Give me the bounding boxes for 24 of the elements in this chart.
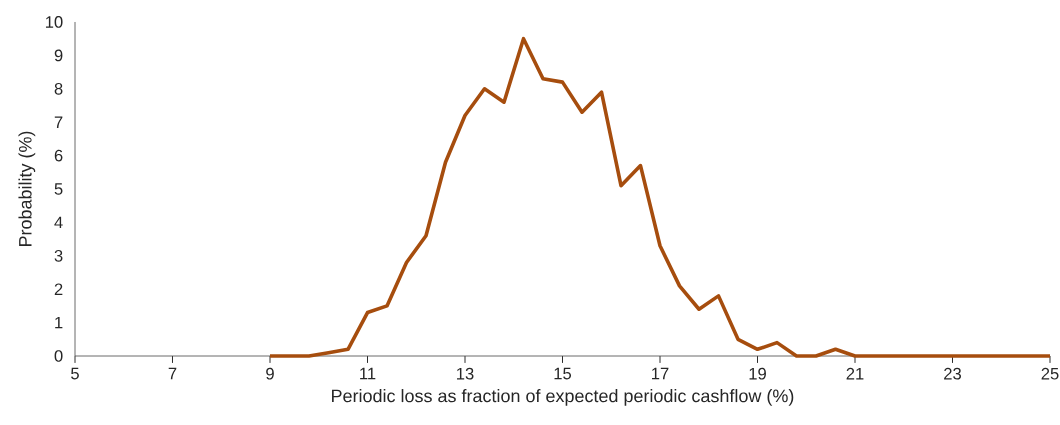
y-tick-label: 8 xyxy=(54,82,63,95)
x-tick-label: 9 xyxy=(266,367,274,380)
y-tick-label: 5 xyxy=(54,183,63,195)
x-tick-label: 15 xyxy=(554,367,572,380)
x-tick-label: 23 xyxy=(944,367,962,380)
y-tick-label: 4 xyxy=(54,216,63,229)
x-tick-label: 21 xyxy=(846,367,864,380)
x-tick-label: 11 xyxy=(360,367,376,380)
y-tick-label: 10 xyxy=(45,16,63,28)
y-axis-title: Probability (%) xyxy=(18,131,36,246)
x-tick-label: 25 xyxy=(1041,367,1059,380)
y-tick-label: 2 xyxy=(54,283,63,295)
x-axis-title: Periodic loss as fraction of expected periodic cashflow (%) xyxy=(332,389,794,406)
y-tick-label: 3 xyxy=(54,249,63,262)
y-tick-label: 0 xyxy=(54,350,63,362)
y-tick-label: 1 xyxy=(55,316,63,329)
y-tick-label: 6 xyxy=(54,149,63,162)
x-tick-label: 13 xyxy=(457,367,474,380)
x-tick-label: 17 xyxy=(652,367,669,380)
x-tick-label: 19 xyxy=(749,367,766,380)
x-tick-label: 5 xyxy=(71,367,79,380)
y-tick-label: 9 xyxy=(54,49,63,62)
y-tick-label: 7 xyxy=(54,116,63,128)
x-tick-label: 7 xyxy=(168,367,177,380)
